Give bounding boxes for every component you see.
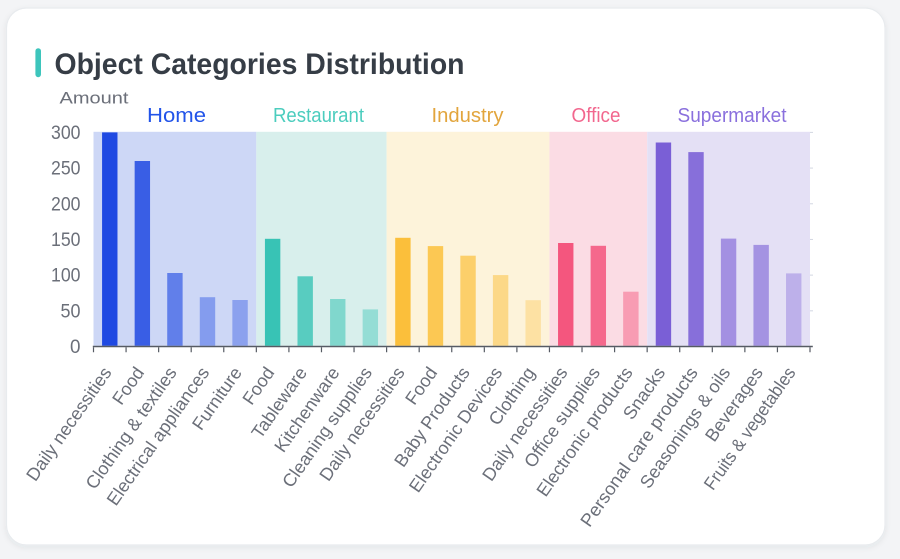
svg-text:Object Categories Distribution: Object Categories Distribution	[55, 48, 465, 81]
svg-text:Home: Home	[147, 105, 206, 127]
svg-text:Office: Office	[572, 105, 621, 127]
svg-text:300: 300	[51, 122, 81, 144]
svg-text:50: 50	[61, 300, 81, 322]
svg-text:Restaurant: Restaurant	[273, 105, 364, 127]
svg-text:Industry: Industry	[432, 105, 504, 127]
svg-text:Amount: Amount	[60, 90, 129, 108]
svg-text:100: 100	[51, 265, 81, 287]
svg-text:150: 150	[51, 229, 81, 251]
svg-text:200: 200	[51, 193, 81, 215]
svg-text:Supermarket: Supermarket	[678, 105, 787, 127]
svg-text:0: 0	[70, 336, 81, 358]
svg-text:250: 250	[51, 158, 81, 180]
